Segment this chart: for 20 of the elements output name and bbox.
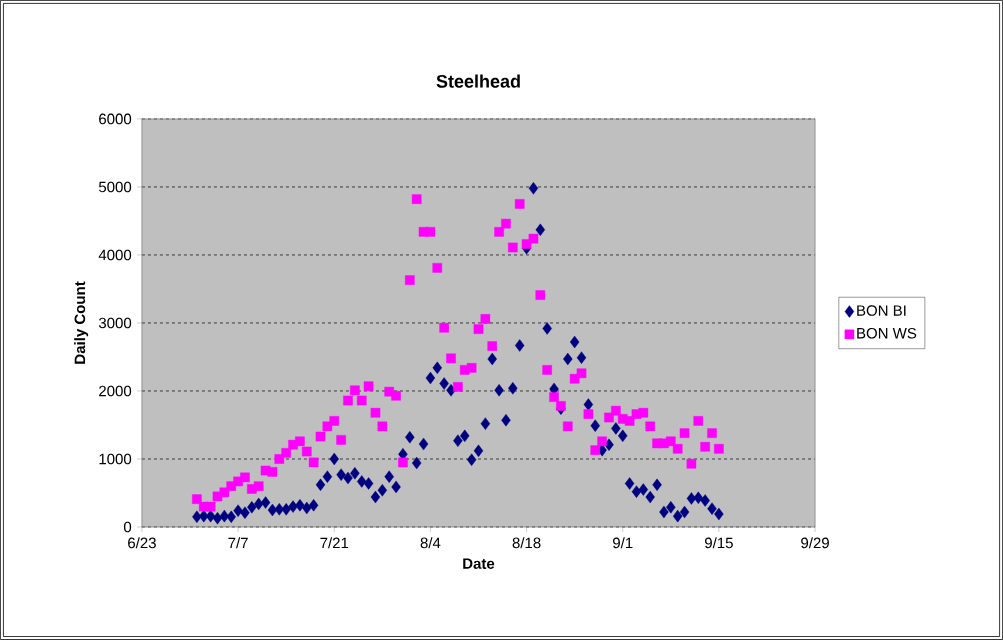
x-tick-label: 8/4 bbox=[420, 537, 441, 549]
legend-label: BON WS bbox=[857, 328, 917, 339]
x-tick-label: 9/1 bbox=[613, 537, 633, 549]
y-tick-label: 4000 bbox=[98, 249, 132, 261]
x-tick-label: 9/29 bbox=[801, 537, 829, 549]
x-axis-title: Date bbox=[463, 558, 495, 569]
y-tick-label: 2000 bbox=[99, 385, 132, 397]
x-tick-label: 7/7 bbox=[228, 537, 248, 549]
y-tick-label: 6000 bbox=[99, 113, 132, 125]
y-tick-label: 1000 bbox=[99, 453, 132, 465]
y-tick-label: 0 bbox=[123, 521, 132, 533]
x-tick-label: 9/15 bbox=[705, 537, 733, 549]
legend-label: BON BI bbox=[857, 305, 906, 316]
y-tick-label: 5000 bbox=[98, 181, 132, 193]
chart-title: Steelhead bbox=[436, 74, 520, 88]
y-tick-label: 3000 bbox=[98, 317, 132, 329]
x-tick-label: 8/18 bbox=[512, 537, 541, 549]
x-tick-label: 7/21 bbox=[320, 537, 349, 549]
x-tick-label: 6/23 bbox=[128, 537, 156, 549]
y-axis-title: Daily Count bbox=[74, 281, 89, 364]
